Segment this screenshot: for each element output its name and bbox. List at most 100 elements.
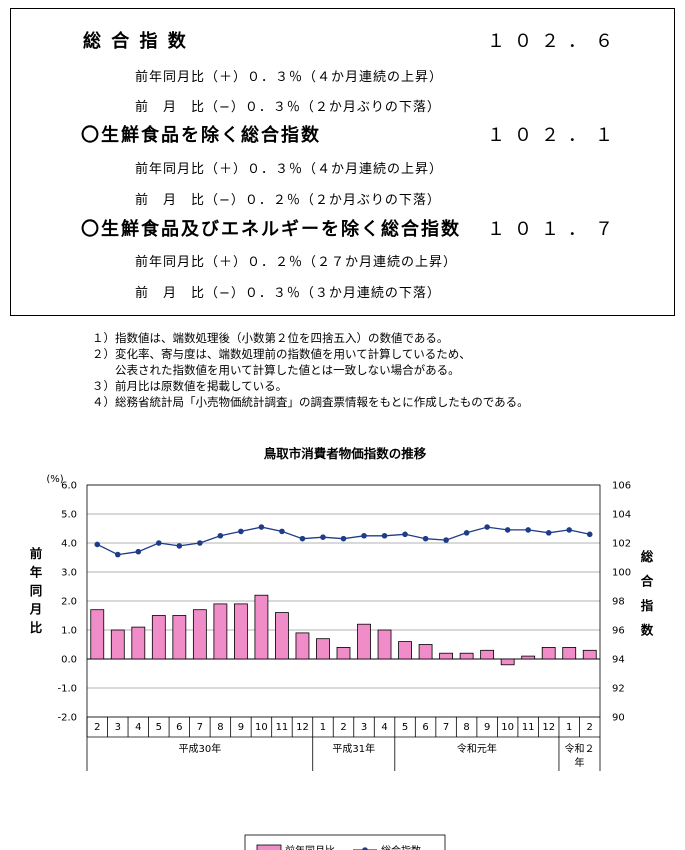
left-unit-label: (%) xyxy=(46,474,63,485)
note-4: ４）総務省統計局「小売物価統計調査」の調査票情報をもとに作成したものである。 xyxy=(92,395,529,409)
category-label: 11 xyxy=(522,722,535,733)
index-point xyxy=(238,528,244,535)
bar xyxy=(418,644,433,660)
summary-box: 総 合 指 数 １０２．６ 前年同月比（＋）０．３％（４か月連続の上昇） 前 月… xyxy=(10,8,675,316)
note-2: ２）変化率、寄与度は、端数処理前の指数値を用いて計算しているため、 xyxy=(92,347,471,361)
index-point xyxy=(176,543,183,549)
left-tick-label: 4.0 xyxy=(61,539,77,550)
index-point xyxy=(463,530,470,536)
bar xyxy=(377,629,392,660)
left-tick-label: 1.0 xyxy=(61,626,77,637)
right-tick-label: 98 xyxy=(612,597,625,608)
category-label: 3 xyxy=(361,722,367,733)
bar xyxy=(336,646,351,660)
bar xyxy=(541,646,556,660)
summary-sub-core-core-mom: 前 月 比（−）０．３％（３か月連続の下落） xyxy=(135,286,441,301)
category-label: 9 xyxy=(484,722,490,733)
bar xyxy=(316,638,330,660)
notes: １）指数値は、端数処理後（小数第２位を四捨五入）の数値である。 ２）変化率、寄与… xyxy=(92,330,529,410)
summary-sub-core-mom: 前 月 比（−）０．２％（２か月ぶりの下落） xyxy=(135,193,441,208)
note-2-cont: 公表された指数値を用いて計算した値とは一致しない場合がある。 xyxy=(92,363,460,377)
bar xyxy=(131,626,146,660)
bar xyxy=(562,646,577,660)
left-tick-label: 6.0 xyxy=(61,481,77,492)
year-group-label: 平成30年 xyxy=(178,742,221,755)
category-label: 6 xyxy=(176,722,182,733)
category-label: 8 xyxy=(463,722,469,733)
index-point xyxy=(135,548,142,555)
index-point xyxy=(545,530,552,536)
category-label: 4 xyxy=(381,722,387,733)
left-tick-label: 5.0 xyxy=(61,510,77,521)
summary-value-total: １０２．６ xyxy=(487,31,622,52)
left-tick-label: -2.0 xyxy=(57,713,77,724)
category-label: 10 xyxy=(255,722,268,733)
bar xyxy=(254,594,269,660)
left-axis-label-char: 比 xyxy=(30,620,43,635)
left-tick-label: -1.0 xyxy=(57,684,77,695)
left-tick-label: 0.0 xyxy=(61,655,77,666)
bar xyxy=(521,655,536,660)
index-point xyxy=(504,527,511,533)
legend-box xyxy=(244,834,446,850)
year-group-label-cont: 年 xyxy=(574,756,584,769)
right-tick-label: 96 xyxy=(612,626,625,637)
left-axis-label-char: 同 xyxy=(30,583,43,598)
index-point xyxy=(566,527,573,533)
bar xyxy=(357,623,371,660)
summary-label-total: 総 合 指 数 xyxy=(83,31,188,52)
summary-sub-core-core-yoy: 前年同月比（＋）０．２％（２７か月連続の上昇） xyxy=(135,255,458,270)
index-point xyxy=(320,534,326,540)
cpi-chart: 鳥取市消費者物価指数の推移 6.0 5.0 4.0 3.0 2.0 1.0 0.0 -1.0 -2… xyxy=(29,446,654,850)
bar xyxy=(110,629,125,660)
index-point xyxy=(258,524,265,530)
plot-border xyxy=(86,484,601,718)
index-point xyxy=(299,535,306,542)
right-tick-label: 100 xyxy=(612,568,631,579)
summary-sub-core-yoy: 前年同月比（＋）０．３％（４か月連続の上昇） xyxy=(135,162,444,177)
year-group-label: 令和２ xyxy=(564,742,594,755)
category-label: 3 xyxy=(115,722,121,733)
left-axis-label-char: 月 xyxy=(29,602,43,617)
category-label: 12 xyxy=(542,722,555,733)
category-label: 2 xyxy=(587,722,593,733)
index-point xyxy=(94,541,101,548)
legend-line-label: 総合指数 xyxy=(381,844,421,850)
index-point xyxy=(279,528,285,535)
bar xyxy=(480,649,495,660)
bar xyxy=(582,649,597,660)
index-point xyxy=(361,532,367,539)
index-point xyxy=(156,540,162,546)
index-point xyxy=(340,535,347,542)
right-tick-label: 94 xyxy=(612,655,625,666)
bar xyxy=(233,603,248,660)
right-axis-label-char: 指 xyxy=(641,598,654,613)
category-label: 1 xyxy=(320,722,326,733)
category-label: 7 xyxy=(443,722,449,733)
index-point xyxy=(422,535,429,542)
legend-bar-swatch xyxy=(256,844,282,850)
bar xyxy=(398,641,412,660)
left-tick-label: 3.0 xyxy=(61,568,77,579)
left-axis-label-char: 前 xyxy=(30,546,43,561)
category-label: 10 xyxy=(501,722,514,733)
bar xyxy=(151,615,166,660)
category-label: 2 xyxy=(94,722,100,733)
category-label: 12 xyxy=(296,722,309,733)
index-point xyxy=(484,524,490,530)
right-axis-label-char: 数 xyxy=(640,623,654,638)
bar xyxy=(213,603,228,660)
bar xyxy=(275,612,289,660)
category-label: 4 xyxy=(135,722,141,733)
category-label: 2 xyxy=(340,722,346,733)
chart-title: 鳥取市消費者物価指数の推移 xyxy=(264,446,427,461)
legend-line-marker xyxy=(362,847,368,850)
summary-sub-total-mom: 前 月 比（−）０．３％（２か月ぶりの下落） xyxy=(135,100,441,115)
summary-label-core-core: 〇生鮮食品及びエネルギーを除く総合指数 xyxy=(81,219,461,240)
bar xyxy=(500,658,515,666)
bar xyxy=(90,609,105,660)
summary-label-core: 〇生鮮食品を除く総合指数 xyxy=(81,125,321,146)
right-tick-label: 106 xyxy=(612,481,631,492)
note-1: １）指数値は、端数処理後（小数第２位を四捨五入）の数値である。 xyxy=(92,331,449,345)
left-axis-label-char: 年 xyxy=(30,565,43,580)
